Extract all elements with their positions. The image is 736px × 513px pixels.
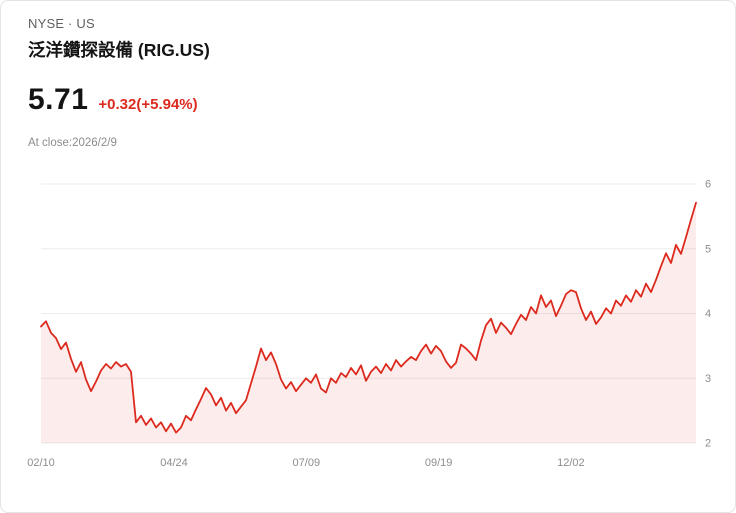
svg-text:12/02: 12/02 xyxy=(557,457,585,469)
price-row: 5.71 +0.32(+5.94%) xyxy=(28,83,198,117)
svg-text:02/10: 02/10 xyxy=(27,457,55,469)
svg-text:4: 4 xyxy=(705,308,711,320)
current-price: 5.71 xyxy=(28,83,89,116)
exchange-label: NYSE · US xyxy=(28,16,95,31)
price-change-badge: +0.32(+5.94%) xyxy=(98,96,198,113)
price-chart[interactable]: 2 3 4 5 6 02/10 04/24 07/09 09/19 12/02 xyxy=(1,173,736,503)
svg-text:04/24: 04/24 xyxy=(160,457,188,469)
svg-text:3: 3 xyxy=(705,373,711,385)
svg-text:09/19: 09/19 xyxy=(425,457,453,469)
stock-title: 泛洋鑽探設備 (RIG.US) xyxy=(28,40,210,60)
svg-text:2: 2 xyxy=(705,438,711,450)
price-chart-canvas[interactable]: 2 3 4 5 6 02/10 04/24 07/09 09/19 12/02 xyxy=(1,173,736,503)
svg-text:5: 5 xyxy=(705,243,711,255)
svg-text:07/09: 07/09 xyxy=(293,457,321,469)
svg-text:6: 6 xyxy=(705,179,711,191)
as-of-timestamp: At close:2026/2/9 xyxy=(28,137,117,149)
